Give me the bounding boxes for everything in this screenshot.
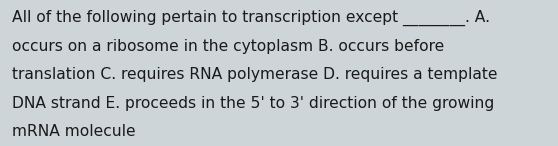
Text: All of the following pertain to transcription except ________. A.: All of the following pertain to transcri…: [12, 10, 490, 26]
Text: mRNA molecule: mRNA molecule: [12, 124, 136, 139]
Text: occurs on a ribosome in the cytoplasm B. occurs before: occurs on a ribosome in the cytoplasm B.…: [12, 39, 445, 54]
Text: DNA strand E. proceeds in the 5' to 3' direction of the growing: DNA strand E. proceeds in the 5' to 3' d…: [12, 96, 494, 111]
Text: translation C. requires RNA polymerase D. requires a template: translation C. requires RNA polymerase D…: [12, 67, 498, 82]
